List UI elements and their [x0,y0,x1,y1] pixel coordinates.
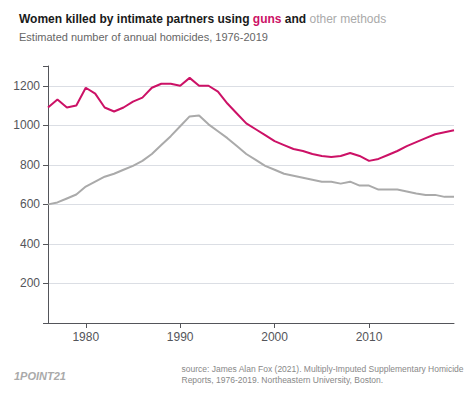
svg-text:1980: 1980 [72,330,99,344]
svg-text:Reports, 1976-2019. Northeaste: Reports, 1976-2019. Northeastern Univers… [181,375,383,385]
svg-text:200: 200 [20,276,40,290]
svg-text:and: and [281,12,309,26]
svg-text:other methods: other methods [309,12,386,26]
svg-text:source: James Alan Fox (2021).: source: James Alan Fox (2021). Multiply-… [181,364,463,374]
svg-text:1200: 1200 [13,79,40,93]
svg-text:Estimated number of annual hom: Estimated number of annual homicides, 19… [19,31,268,43]
svg-text:1990: 1990 [167,330,194,344]
svg-text:600: 600 [20,197,40,211]
svg-text:1POINT21: 1POINT21 [14,370,66,382]
svg-text:2010: 2010 [356,330,383,344]
svg-text:Women killed by intimate partn: Women killed by intimate partners using [19,12,253,26]
svg-text:800: 800 [20,158,40,172]
svg-text:400: 400 [20,237,40,251]
svg-text:guns: guns [253,12,282,26]
svg-text:2000: 2000 [261,330,288,344]
svg-text:1000: 1000 [13,118,40,132]
